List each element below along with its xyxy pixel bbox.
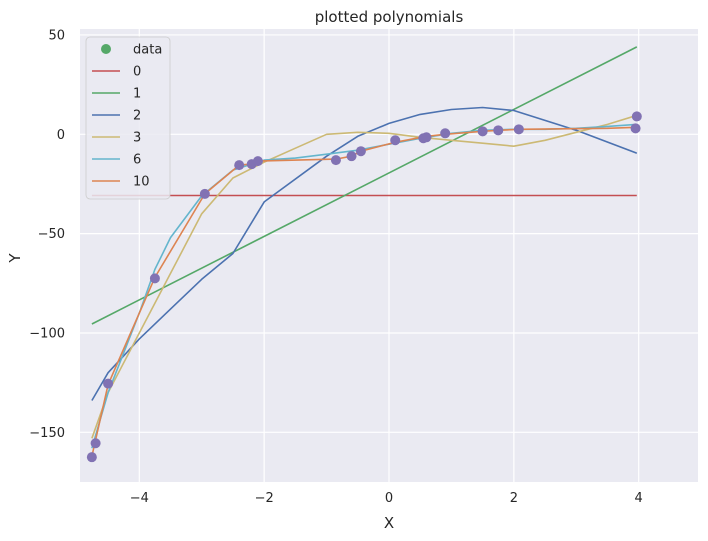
data-point	[149, 273, 160, 284]
data-point	[513, 124, 524, 135]
data-point	[346, 151, 357, 162]
series-line-1	[91, 46, 638, 325]
x-tick-label: 2	[510, 491, 518, 506]
legend: data 0 1 2 3 6 10	[85, 36, 171, 200]
x-tick-label: −2	[255, 491, 274, 506]
y-gridlines	[80, 34, 698, 433]
legend-label-6: 6	[133, 153, 141, 168]
data-point	[421, 132, 432, 143]
data-point	[631, 111, 642, 122]
data-point	[477, 126, 488, 137]
x-tick-label: 4	[635, 491, 643, 506]
y-tick-label: −150	[29, 426, 65, 441]
y-tick-label: −50	[38, 227, 65, 242]
chart-title: plotted polynomials	[315, 8, 464, 26]
y-tick-label: −100	[29, 326, 65, 341]
series-lines	[91, 46, 638, 457]
legend-label-2: 2	[133, 109, 141, 124]
series-line-2	[91, 106, 638, 401]
y-tick-label: 50	[48, 28, 65, 43]
legend-label-0: 0	[133, 65, 141, 80]
y-tick-labels: 50 0 −50 −100 −150	[29, 28, 65, 440]
x-tick-labels: −4 −2 0 2 4	[130, 491, 643, 506]
data-point	[90, 438, 101, 449]
data-point	[103, 378, 114, 389]
x-tick-label: 0	[385, 491, 393, 506]
data-point	[355, 146, 366, 157]
legend-label-3: 3	[133, 131, 141, 146]
data-point	[234, 160, 245, 171]
legend-label-10: 10	[133, 175, 150, 190]
data-point	[390, 135, 401, 146]
data-point	[493, 125, 504, 136]
y-axis-label: Y	[6, 253, 24, 264]
data-point	[252, 156, 263, 167]
data-point	[199, 188, 210, 199]
x-tick-label: −4	[130, 491, 149, 506]
y-tick-label: 0	[57, 128, 65, 143]
legend-frame	[85, 36, 171, 200]
data-point	[440, 128, 451, 139]
data-point	[330, 155, 341, 166]
legend-label-data: data	[133, 43, 162, 58]
data-point	[86, 452, 97, 463]
legend-marker-data	[101, 44, 111, 54]
data-points	[86, 111, 642, 463]
x-axis-label: X	[384, 514, 394, 532]
series-line-3	[91, 114, 638, 439]
data-point	[630, 123, 641, 134]
legend-label-1: 1	[133, 87, 141, 102]
